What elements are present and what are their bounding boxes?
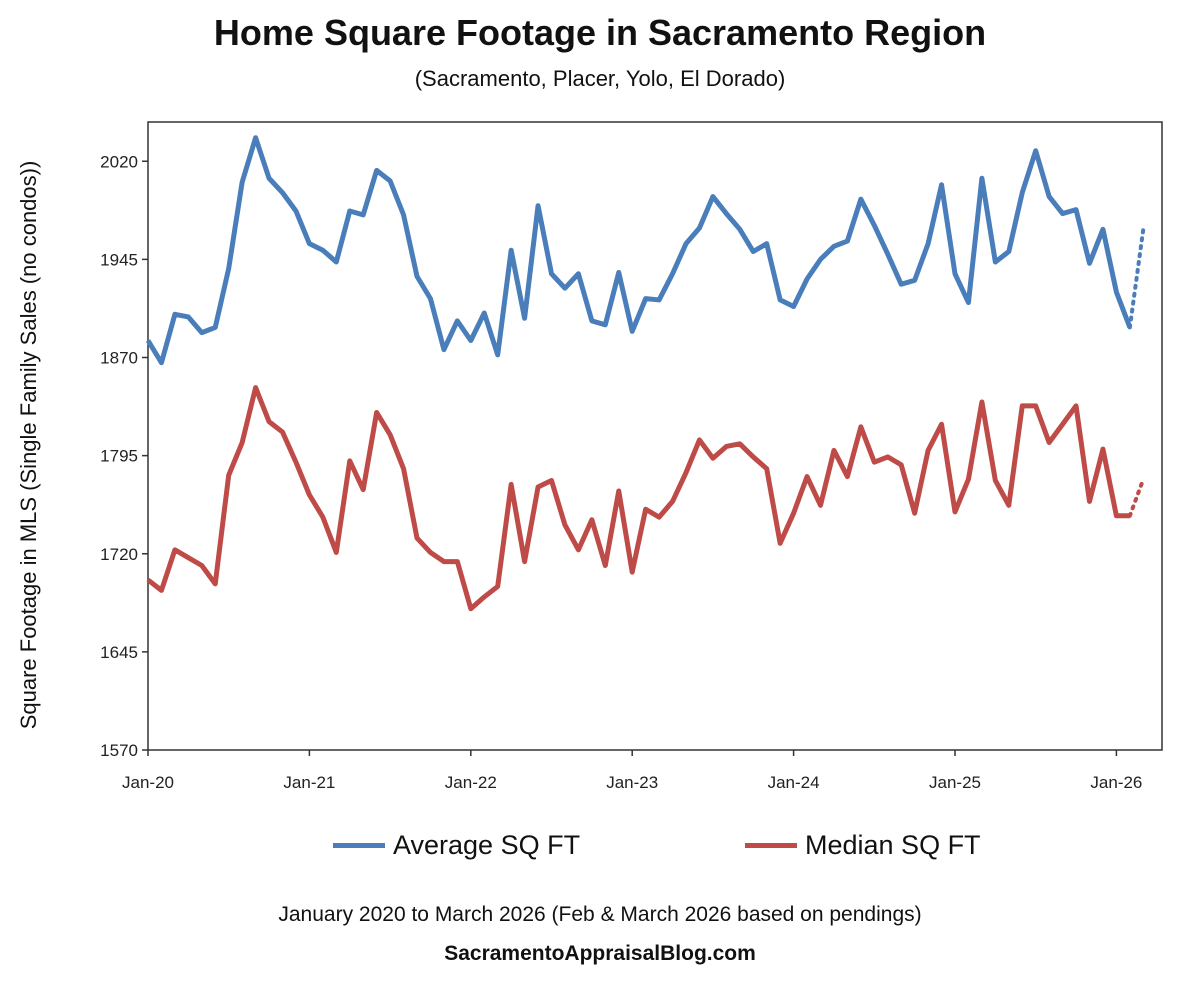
website-credit: SacramentoAppraisalBlog.com <box>444 942 756 965</box>
y-tick-label: 1795 <box>100 447 138 466</box>
y-tick-label: 1645 <box>100 643 138 662</box>
series-projection-average <box>1127 227 1146 330</box>
median-swatch <box>745 843 797 848</box>
average-swatch <box>333 843 385 848</box>
y-tick-label: 1870 <box>100 349 138 368</box>
legend-item-average: Average SQ FT <box>333 830 580 861</box>
footnote: January 2020 to March 2026 (Feb & March … <box>278 903 922 926</box>
series-line-average <box>145 135 1133 366</box>
y-axis-label: Square Footage in MLS (Single Family Sal… <box>16 161 41 730</box>
legend-label-average: Average SQ FT <box>393 830 581 860</box>
y-tick-label: 1720 <box>100 545 138 564</box>
series-projection-median <box>1127 477 1146 518</box>
x-tick-label: Jan-25 <box>929 773 981 792</box>
x-tick-label: Jan-26 <box>1090 773 1142 792</box>
x-tick-label: Jan-22 <box>445 773 497 792</box>
x-tick-label: Jan-20 <box>122 773 174 792</box>
legend-label-median: Median SQ FT <box>805 830 981 860</box>
x-axis: Jan-20 Jan-21 Jan-22 Jan-23 Jan-24 Jan-25 Jan-… <box>122 750 1142 792</box>
y-tick-label: 2020 <box>100 152 138 171</box>
series-line-median <box>146 385 1130 612</box>
x-tick-label: Jan-24 <box>768 773 820 792</box>
legend-item-median: Median SQ FT <box>745 830 981 861</box>
y-tick-label: 1570 <box>100 741 138 760</box>
y-axis: 1570 1645 1720 1795 1870 1945 2020 <box>100 152 148 760</box>
series-lines <box>145 135 1146 612</box>
plot-area <box>147 121 1163 751</box>
chart-subtitle: (Sacramento, Placer, Yolo, El Dorado) <box>414 66 786 91</box>
chart-title: Home Square Footage in Sacramento Region <box>213 12 987 53</box>
y-tick-label: 1945 <box>100 250 138 269</box>
x-tick-label: Jan-23 <box>606 773 658 792</box>
x-tick-label: Jan-21 <box>283 773 335 792</box>
